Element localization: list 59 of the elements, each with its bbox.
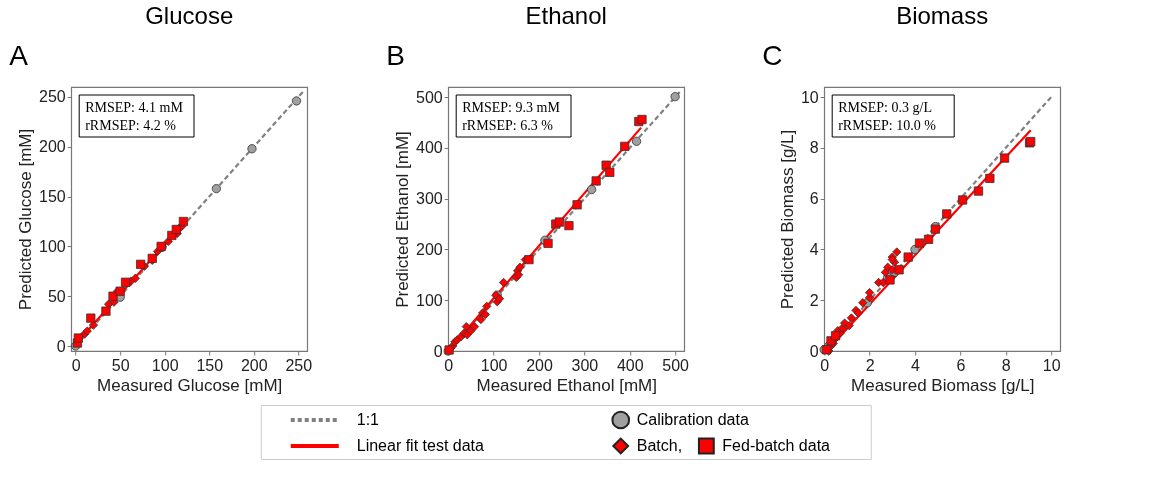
x-tick-label: 50 bbox=[111, 356, 130, 374]
x-tick-label: 300 bbox=[571, 356, 599, 374]
chart-title: Glucose bbox=[145, 2, 234, 29]
y-tick-label: 8 bbox=[809, 139, 819, 157]
y-tick-label: 150 bbox=[39, 188, 66, 206]
y-tick-label: 100 bbox=[416, 291, 443, 309]
legend-label: Calibration data bbox=[636, 411, 749, 428]
x-axis-title: Measured Glucose [mM] bbox=[97, 375, 283, 395]
x-tick-label: 0 bbox=[71, 356, 81, 374]
y-tick-label: 200 bbox=[416, 240, 443, 258]
y-tick-label: 400 bbox=[416, 139, 443, 157]
x-tick-label: 200 bbox=[240, 356, 268, 374]
x-axis-title: Measured Biomass [g/L] bbox=[851, 375, 1035, 395]
y-tick-label: 10 bbox=[800, 88, 819, 106]
y-axis-title: Predicted Biomass [g/L] bbox=[777, 129, 797, 310]
annotation: rRMSEP: 4.2 % bbox=[85, 118, 177, 133]
x-tick-label: 400 bbox=[616, 356, 644, 374]
x-tick-label: 6 bbox=[956, 356, 966, 374]
x-tick-label: 4 bbox=[911, 356, 921, 374]
y-tick-label: 2 bbox=[809, 291, 819, 309]
y-tick-label: 50 bbox=[47, 287, 66, 305]
annotation: RMSEP: 0.3 g/L bbox=[838, 100, 932, 115]
x-tick-label: 150 bbox=[196, 356, 224, 374]
text: C bbox=[762, 40, 783, 71]
x-tick-label: 100 bbox=[480, 356, 508, 374]
text: B bbox=[386, 40, 405, 71]
x-tick-label: 2 bbox=[865, 356, 875, 374]
y-tick-label: 500 bbox=[416, 88, 443, 106]
legend-label: Fed-batch data bbox=[722, 437, 831, 454]
legend-label: Batch, bbox=[636, 437, 683, 454]
y-tick-label: 200 bbox=[39, 138, 66, 156]
y-tick-label: 300 bbox=[416, 190, 443, 208]
chart-title: Ethanol bbox=[525, 2, 607, 29]
text: A bbox=[9, 40, 29, 71]
legend-label: 1:1 bbox=[356, 411, 380, 428]
y-tick-label: 250 bbox=[39, 88, 66, 106]
x-tick-label: 0 bbox=[820, 356, 830, 374]
chart-title: Biomass bbox=[896, 2, 989, 29]
x-tick-label: 10 bbox=[1042, 356, 1061, 374]
y-axis-title: Predicted Glucose [mM] bbox=[16, 128, 35, 311]
x-tick-label: 200 bbox=[526, 356, 553, 374]
y-tick-label: 0 bbox=[56, 337, 66, 355]
x-axis-title: Measured Ethanol [mM] bbox=[476, 375, 657, 395]
legend-label: Linear fit test data bbox=[356, 437, 485, 454]
x-tick-label: 500 bbox=[662, 356, 690, 374]
y-tick-label: 0 bbox=[809, 342, 819, 360]
x-tick-label: 100 bbox=[151, 356, 179, 374]
annotation: RMSEP: 9.3 mM bbox=[462, 100, 561, 115]
y-tick-label: 100 bbox=[39, 237, 66, 255]
y-tick-label: 4 bbox=[809, 240, 819, 258]
annotation: rRMSEP: 6.3 % bbox=[462, 118, 554, 133]
x-tick-label: 8 bbox=[1001, 356, 1011, 374]
y-tick-label: 0 bbox=[433, 342, 443, 360]
x-tick-label: 0 bbox=[444, 356, 454, 374]
annotation: RMSEP: 4.1 mM bbox=[85, 100, 184, 115]
x-tick-label: 250 bbox=[285, 356, 313, 374]
annotation: rRMSEP: 10.0 % bbox=[838, 118, 937, 133]
y-axis-title: Predicted Ethanol [mM] bbox=[393, 131, 412, 308]
y-tick-label: 6 bbox=[809, 190, 819, 208]
